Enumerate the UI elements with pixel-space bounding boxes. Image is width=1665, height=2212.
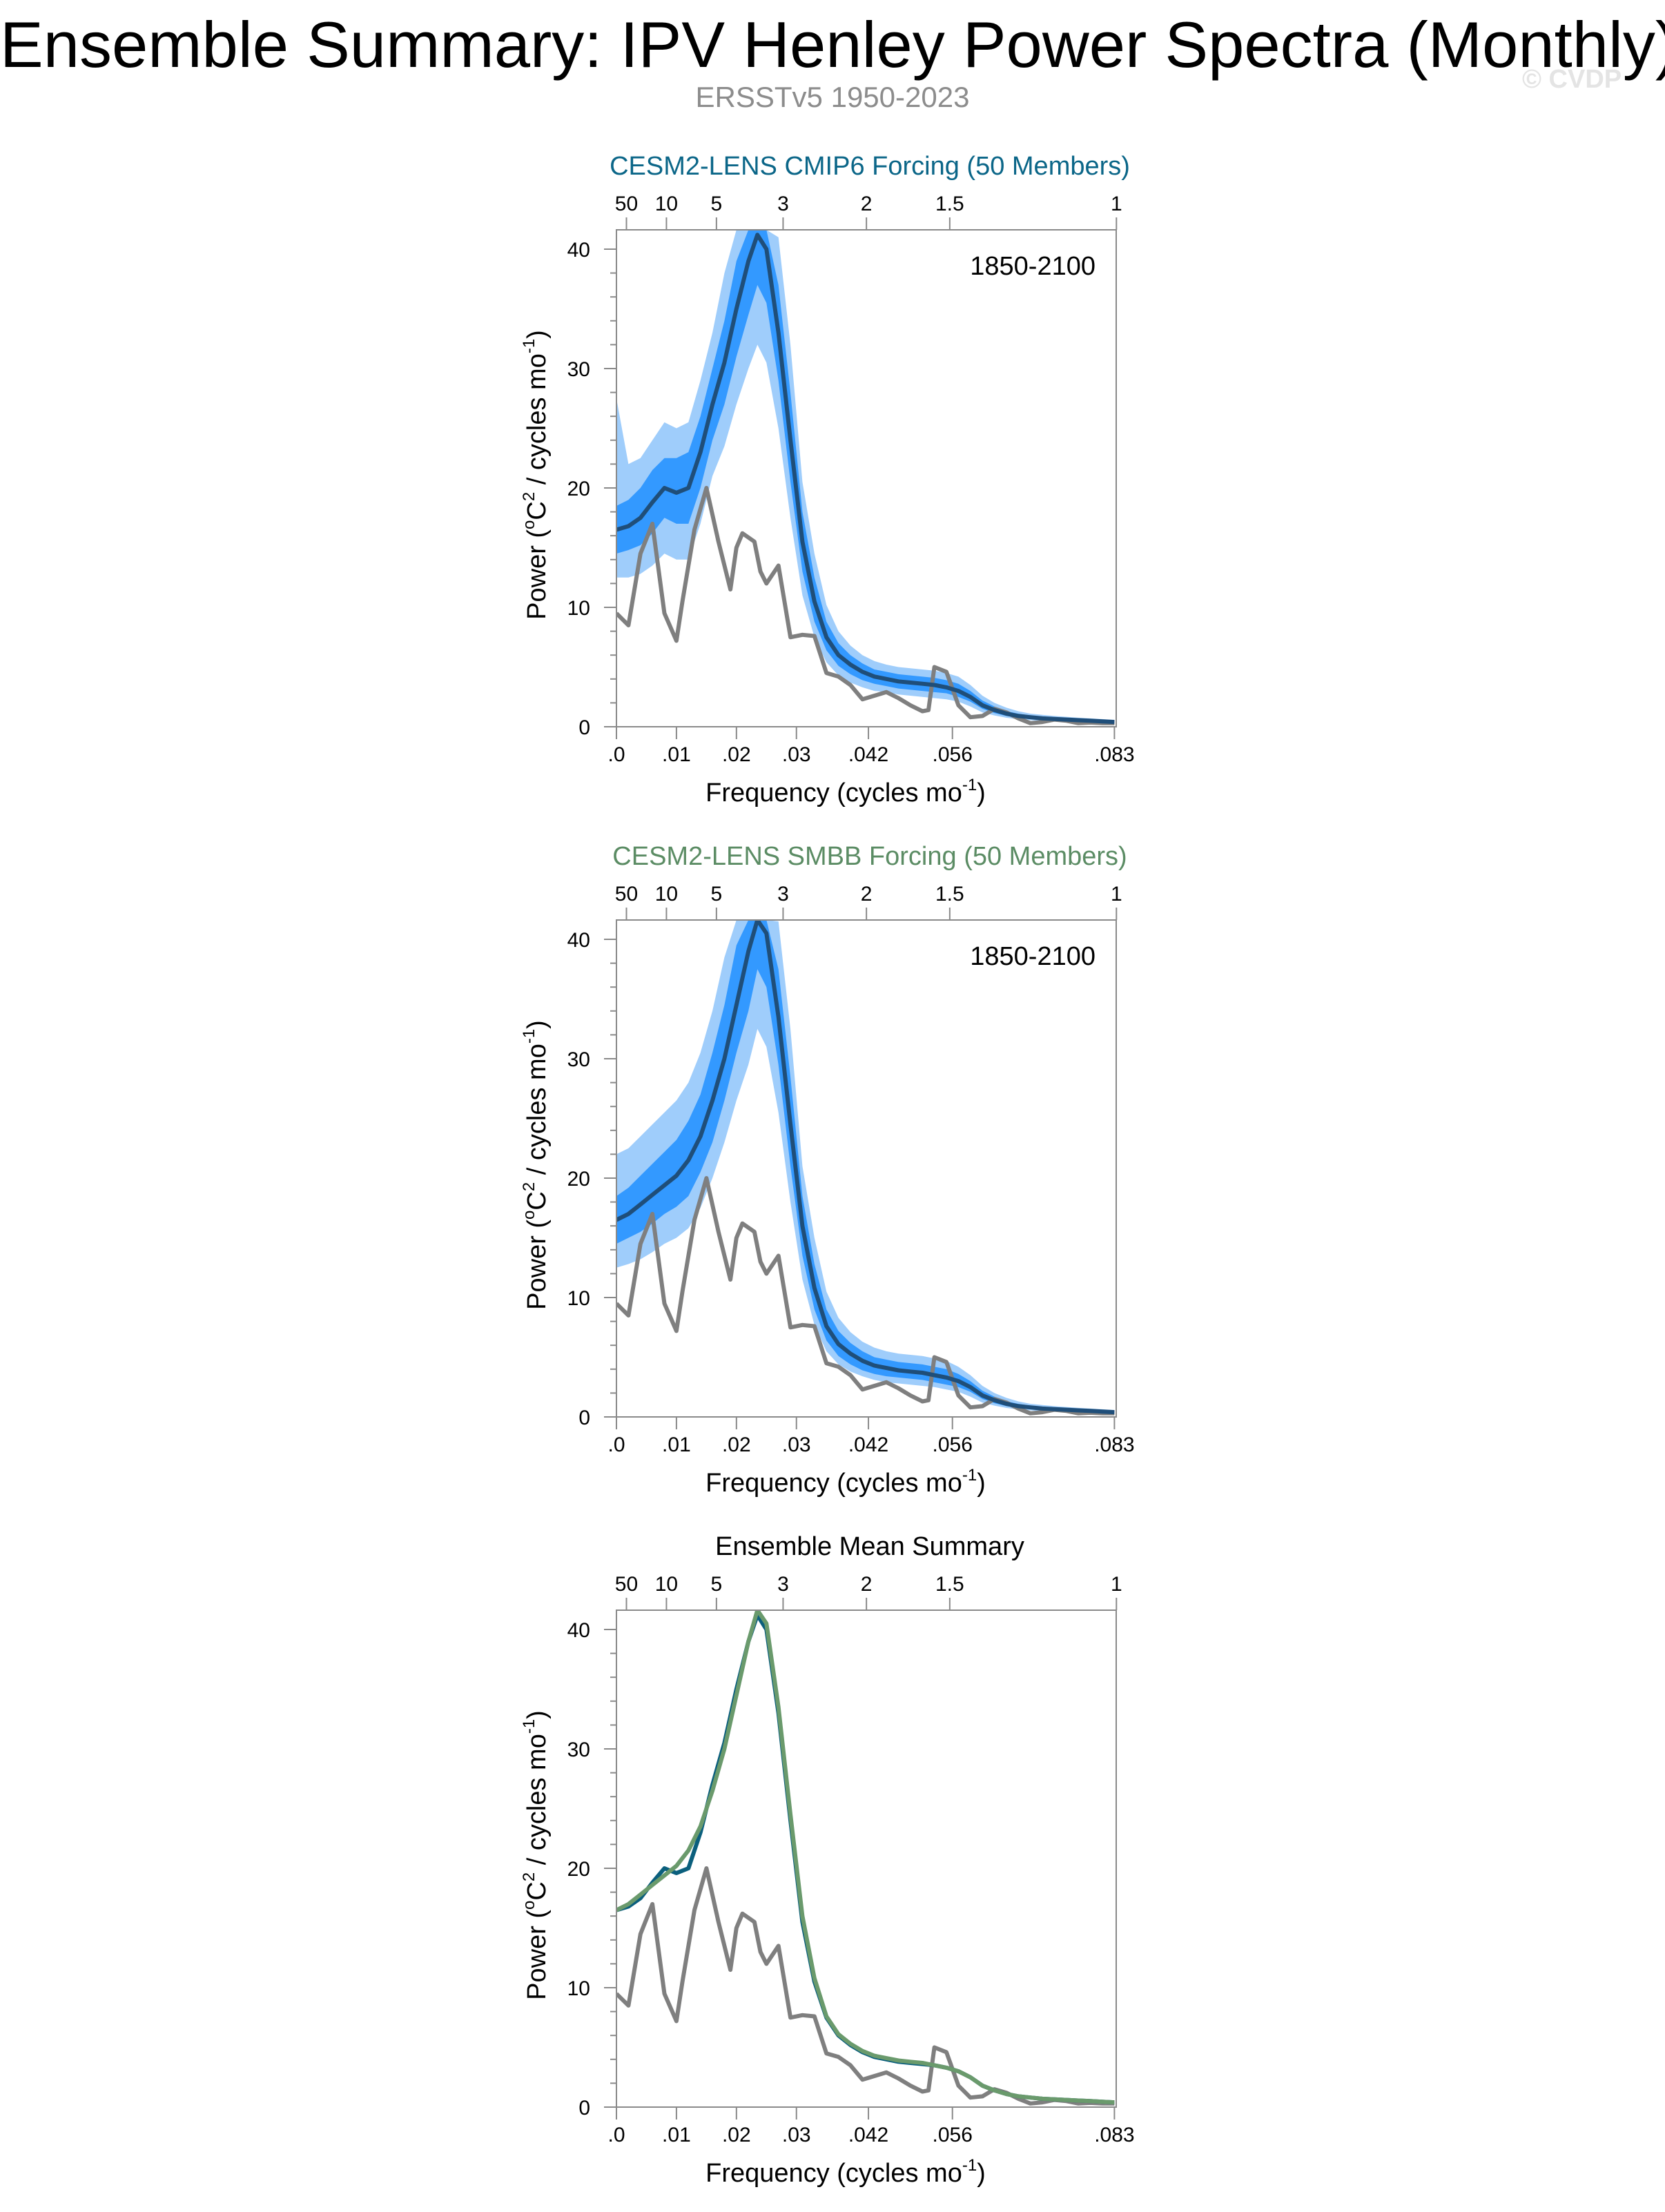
period-tick-label: 1 (1111, 883, 1122, 906)
outer-range-band (616, 230, 1115, 724)
panel-smbb: 0 10 20 30 40 .0 .01 .02 .03 .042 .056 .083 50 10 5 3 2 1… (520, 842, 1135, 1498)
y-tick-label: 0 (578, 1407, 590, 1429)
x-tick-label: .083 (1094, 1433, 1134, 1456)
y-tick-label: 20 (567, 1858, 590, 1881)
panel-summary: 0 10 20 30 40 .0 .01 .02 .03 .042 .056 .083 50 10 5 3 2 1… (520, 1532, 1135, 2188)
period-label: 1850-2100 (970, 252, 1096, 281)
y-tick-label: 30 (567, 1739, 590, 1761)
x-axis-label: Frequency (cycles mo-1) (705, 1466, 986, 1498)
period-tick-label: 3 (777, 1573, 789, 1596)
x-tick-label: .03 (782, 1433, 811, 1456)
inner-range-band (616, 920, 1115, 1413)
ensemble-mean-line (616, 233, 1115, 725)
period-tick-label: 50 (615, 1573, 638, 1596)
x-tick-label: .0 (607, 2124, 625, 2146)
figure-subtitle: ERSSTv5 1950-2023 (695, 81, 970, 113)
period-tick-label: 10 (655, 883, 678, 906)
ensemble-mean-line (616, 920, 1115, 1415)
cmip6-mean-line (616, 1613, 1115, 2105)
panel-title: CESM2-LENS CMIP6 Forcing (50 Members) (610, 152, 1130, 181)
x-tick-label: .0 (607, 743, 625, 766)
watermark: © CVDP (1522, 65, 1622, 94)
x-tick-label: .02 (722, 1433, 751, 1456)
x-tick-label: .0 (607, 1433, 625, 1456)
x-tick-label: .056 (933, 743, 973, 766)
period-tick-label: 1.5 (935, 883, 964, 906)
x-tick-label: .083 (1094, 743, 1134, 766)
y-tick-label: 0 (578, 2097, 590, 2120)
y-tick-label: 30 (567, 358, 590, 381)
x-axis-label: Frequency (cycles mo-1) (705, 776, 986, 808)
y-tick-label: 40 (567, 929, 590, 952)
x-tick-label: .042 (848, 1433, 888, 1456)
period-tick-label: 3 (777, 883, 789, 906)
period-tick-label: 5 (711, 883, 723, 906)
x-tick-label: .03 (782, 743, 811, 766)
panel-title: CESM2-LENS SMBB Forcing (50 Members) (612, 842, 1127, 871)
y-tick-label: 10 (567, 1977, 590, 2000)
x-tick-label: .042 (848, 743, 888, 766)
y-axis-label: Power (oC2 / cycles mo-1) (520, 330, 552, 620)
y-tick-label: 20 (567, 478, 590, 500)
x-tick-label: .02 (722, 743, 751, 766)
plot-area (616, 230, 1115, 725)
x-tick-label: .01 (662, 2124, 691, 2146)
x-tick-label: .083 (1094, 2124, 1134, 2146)
panel-cmip6: 0 10 20 30 40 .0 .01 .02 .03 .042 .056 .083 50 10 5 3 2 1… (520, 152, 1135, 808)
smbb-mean-line (616, 1610, 1115, 2105)
y-tick-label: 10 (567, 1287, 590, 1310)
period-tick-label: 10 (655, 1573, 678, 1596)
plot-area (616, 1610, 1115, 2106)
period-tick-label: 1 (1111, 1573, 1122, 1596)
period-tick-label: 1.5 (935, 1573, 964, 1596)
period-tick-label: 1.5 (935, 193, 964, 215)
figure-title: Ensemble Summary: IPV Henley Power Spect… (0, 8, 1665, 81)
period-tick-label: 50 (615, 883, 638, 906)
x-tick-label: .02 (722, 2124, 751, 2146)
y-tick-label: 40 (567, 239, 590, 262)
plot-area (616, 920, 1115, 1416)
period-label: 1850-2100 (970, 942, 1096, 971)
x-tick-label: .056 (933, 2124, 973, 2146)
x-tick-label: .01 (662, 1433, 691, 1456)
x-axis-label: Frequency (cycles mo-1) (705, 2156, 986, 2188)
period-tick-label: 5 (711, 1573, 723, 1596)
x-tick-label: .042 (848, 2124, 888, 2146)
y-axis-label: Power (oC2 / cycles mo-1) (520, 1020, 552, 1310)
period-tick-label: 1 (1111, 193, 1122, 215)
x-tick-label: .03 (782, 2124, 811, 2146)
period-tick-label: 50 (615, 193, 638, 215)
period-tick-label: 2 (861, 1573, 873, 1596)
x-tick-label: .056 (933, 1433, 973, 1456)
y-tick-label: 20 (567, 1168, 590, 1191)
x-tick-label: .01 (662, 743, 691, 766)
outer-range-band (616, 920, 1115, 1414)
period-tick-label: 2 (861, 193, 873, 215)
period-tick-label: 10 (655, 193, 678, 215)
y-axis-label: Power (oC2 / cycles mo-1) (520, 1710, 552, 2000)
ersstv5-line (616, 1176, 1115, 1416)
y-tick-label: 10 (567, 597, 590, 620)
panel-title: Ensemble Mean Summary (715, 1532, 1024, 1561)
ersstv5-line (616, 1866, 1115, 2106)
period-tick-label: 2 (861, 883, 873, 906)
period-tick-label: 3 (777, 193, 789, 215)
ersstv5-line (616, 486, 1115, 725)
y-tick-label: 0 (578, 716, 590, 739)
period-tick-label: 5 (711, 193, 723, 215)
y-tick-label: 30 (567, 1048, 590, 1071)
y-tick-label: 40 (567, 1619, 590, 1642)
